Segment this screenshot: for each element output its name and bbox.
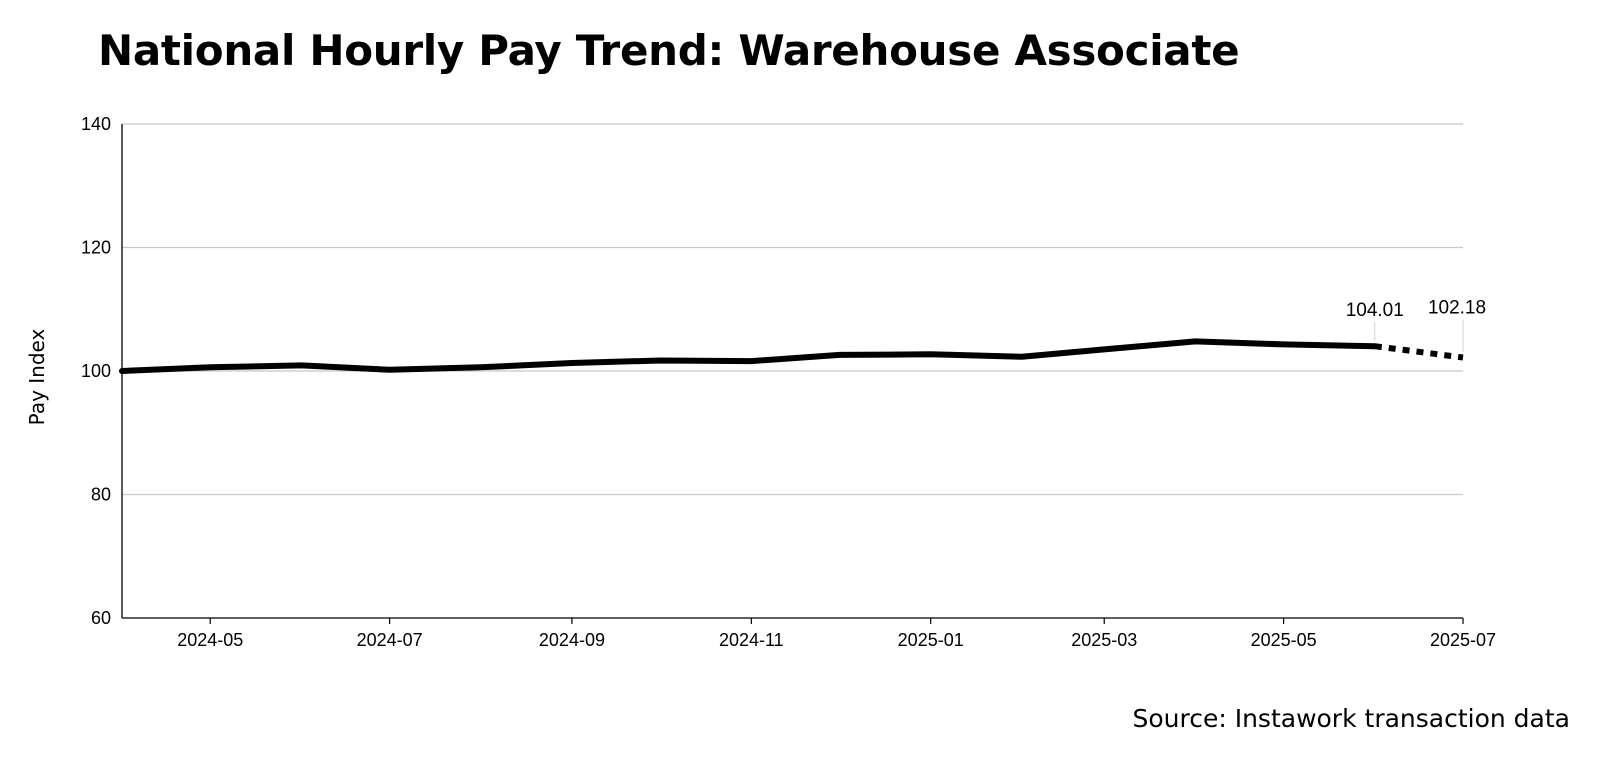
x-tick-label: 2024-07 [357,630,423,650]
grid-lines [122,123,1463,496]
x-tick-label: 2025-05 [1251,630,1317,650]
axes [121,124,1464,624]
y-tick-labels: 60 80 100 120 140 [81,114,111,628]
data-label: 102.18 [1428,298,1486,319]
y-tick-label: 100 [81,361,111,381]
x-tick-label: 2025-01 [898,630,964,650]
x-tick-label: 2025-07 [1430,630,1496,650]
x-tick-label: 2025-03 [1071,630,1137,650]
data-series [119,338,1464,374]
y-tick-label: 60 [91,608,111,628]
y-tick-label: 140 [81,114,111,134]
data-label: 104.01 [1346,300,1404,321]
y-axis-title: Pay Index [25,329,49,426]
x-tick-label: 2024-05 [177,630,243,650]
y-tick-label: 80 [91,485,111,505]
chart-title: National Hourly Pay Trend: Warehouse Ass… [98,26,1240,75]
x-tick-label: 2024-09 [539,630,605,650]
source-note: Source: Instawork transaction data [1132,704,1570,733]
x-tick-label: 2024-11 [719,630,784,650]
forecast-line [1374,343,1464,361]
x-tick-labels: 2024-05 2024-07 2024-09 2024-11 2025-01 2025-… [177,630,1496,650]
annotations: 104.01 102.18 [1346,298,1486,352]
series-line [119,338,1378,374]
y-tick-label: 120 [81,238,111,258]
